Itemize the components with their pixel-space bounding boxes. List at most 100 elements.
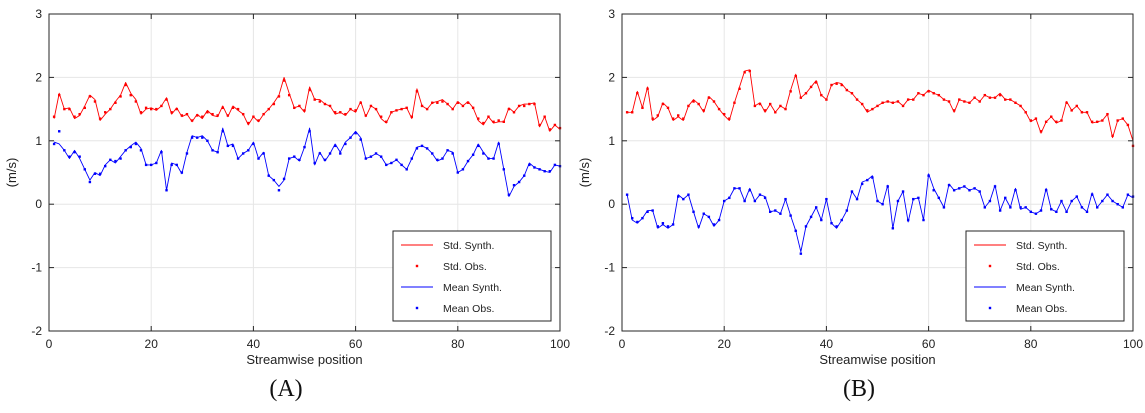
point-mean-obs (144, 163, 148, 167)
point-std-obs (1101, 119, 1104, 122)
legend-swatch-marker (988, 264, 992, 268)
legend-label: Std. Obs. (1016, 261, 1060, 273)
point-mean-obs (63, 149, 66, 152)
x-tick-label: 20 (718, 337, 732, 351)
point-std-obs (267, 107, 270, 111)
point-std-obs (114, 101, 117, 104)
point-mean-obs (876, 199, 879, 203)
x-axis-label: Streamwise position (819, 352, 935, 367)
point-std-obs (860, 102, 864, 106)
point-std-obs (344, 112, 347, 116)
point-std-obs (134, 100, 138, 103)
y-axis-label: (m/s) (577, 158, 592, 188)
point-mean-obs (395, 158, 398, 162)
legend-label: Mean Obs. (1016, 303, 1067, 315)
point-mean-obs (932, 189, 935, 192)
chart-b: 0 20 40 60 80 100 -2 -1 0 1 2 3 Streamwise position (… (577, 7, 1143, 367)
x-tick-label: 80 (451, 337, 465, 351)
point-std-obs (441, 100, 444, 103)
series-line-mean-synth (626, 173, 1134, 253)
point-mean-obs (328, 152, 332, 155)
point-std-obs (170, 111, 173, 114)
point-mean-obs (743, 199, 746, 203)
point-mean-obs (160, 151, 163, 154)
point-mean-obs (528, 163, 531, 167)
point-std-obs (471, 106, 475, 110)
point-std-obs (88, 95, 92, 98)
point-std-obs (912, 98, 915, 101)
point-mean-obs (1009, 206, 1012, 209)
legend: Std. Synth. Std. Obs. Mean Synth. Mean Obs. (965, 230, 1125, 322)
point-std-obs (150, 107, 153, 111)
point-mean-obs (1096, 206, 1099, 209)
point-mean-obs (942, 206, 946, 209)
point-mean-obs (349, 136, 352, 139)
point-mean-obs (313, 161, 316, 165)
point-mean-obs (1014, 189, 1017, 192)
point-std-obs (410, 115, 414, 118)
point-mean-obs (241, 152, 245, 155)
point-mean-obs (845, 209, 849, 212)
point-std-obs (1111, 134, 1114, 137)
point-std-obs (104, 111, 107, 114)
legend-box (392, 230, 552, 322)
point-mean-obs (1024, 206, 1027, 209)
point-mean-obs (185, 152, 189, 155)
point-std-obs (241, 112, 245, 116)
point-std-obs (855, 98, 859, 101)
point-std-obs (942, 98, 946, 101)
point-std-obs (850, 92, 854, 95)
point-mean-obs (1090, 193, 1094, 196)
point-mean-obs (799, 252, 803, 255)
point-mean-obs (73, 151, 76, 154)
point-std-obs (446, 102, 449, 106)
point-std-obs (677, 114, 680, 117)
point-std-obs (83, 106, 86, 110)
point-std-obs (420, 104, 424, 108)
point-mean-obs (252, 142, 255, 146)
legend-label: Mean Synth. (1016, 282, 1075, 294)
point-std-obs (63, 107, 66, 111)
point-mean-obs (318, 152, 322, 155)
point-std-obs (262, 112, 265, 116)
point-mean-obs (871, 176, 874, 179)
point-std-obs (820, 93, 823, 97)
point-std-obs (1106, 112, 1109, 116)
point-mean-obs (860, 182, 864, 186)
point-mean-obs (641, 216, 644, 220)
point-mean-obs (1029, 210, 1032, 214)
point-mean-obs (323, 158, 327, 162)
point-std-obs (73, 115, 76, 118)
point-std-obs (548, 128, 551, 131)
point-mean-obs (247, 149, 250, 152)
point-mean-obs (1085, 210, 1089, 214)
point-std-obs (502, 120, 505, 123)
point-std-obs (871, 107, 874, 111)
point-std-obs (1024, 111, 1027, 114)
point-mean-obs (308, 130, 311, 133)
point-mean-obs (988, 199, 992, 203)
point-std-obs (436, 101, 439, 104)
point-mean-obs (748, 189, 751, 192)
point-std-obs (282, 79, 286, 82)
point-std-obs (1050, 115, 1053, 118)
point-mean-obs (1070, 199, 1073, 203)
point-mean-obs (293, 155, 296, 158)
point-std-obs (528, 102, 531, 106)
point-mean-obs (195, 136, 199, 139)
point-std-obs (349, 107, 352, 111)
point-std-obs (543, 115, 546, 118)
y-tick-label: 3 (608, 7, 615, 21)
point-std-obs (195, 114, 199, 117)
point-mean-obs (958, 187, 961, 190)
point-mean-obs (1121, 206, 1124, 209)
point-mean-obs (190, 136, 194, 139)
legend-swatch-marker (415, 264, 419, 268)
point-std-obs (456, 101, 459, 104)
point-mean-obs (58, 130, 61, 133)
point-std-obs (68, 107, 71, 111)
point-std-obs (1060, 119, 1063, 122)
point-std-obs (144, 106, 148, 110)
point-mean-obs (804, 225, 808, 228)
point-mean-obs (968, 189, 971, 192)
